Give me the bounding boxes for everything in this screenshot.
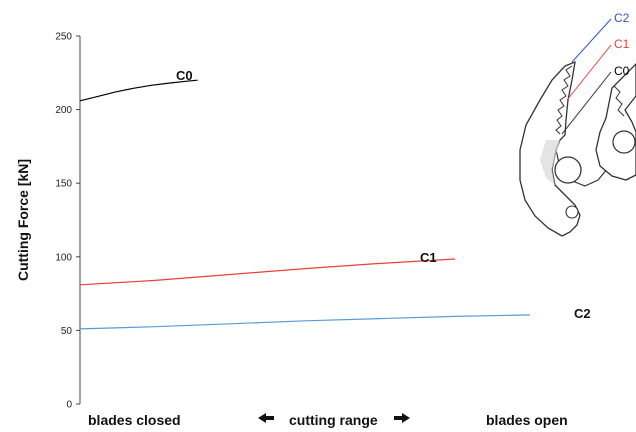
second-blade xyxy=(595,63,636,181)
leader-line-c1 xyxy=(566,44,612,101)
blade-serration xyxy=(555,65,573,135)
y-tick-label-200: 200 xyxy=(55,105,72,116)
pivot-hole xyxy=(554,156,582,184)
cutter-blade-diagram: C2 C1 C0 xyxy=(519,11,636,237)
y-axis-title: Cutting Force [kN] xyxy=(15,159,31,281)
series-label-c0: C0 xyxy=(176,68,193,83)
y-tick-label-150: 150 xyxy=(55,179,72,190)
leader-line-c2 xyxy=(571,18,612,63)
x-caption-blades-open: blades open xyxy=(486,412,568,428)
left-arrow-icon xyxy=(258,413,274,423)
series-label-c1: C1 xyxy=(420,250,437,265)
diagram-label-c1: C1 xyxy=(614,37,630,51)
x-caption-cutting-range: cutting range xyxy=(289,412,378,428)
x-caption-blades-closed: blades closed xyxy=(88,412,181,428)
diagram-label-c0: C0 xyxy=(614,64,630,78)
right-arrow-icon xyxy=(394,413,410,423)
blade-shading xyxy=(540,140,560,185)
y-tick-layer: 0 50 100 150 200 250 xyxy=(55,32,80,411)
series-line-c2 xyxy=(79,314,531,330)
series-layer xyxy=(79,79,531,330)
leader-line-c0 xyxy=(561,71,612,135)
series-label-c2: C2 xyxy=(574,306,591,321)
y-tick-label-50: 50 xyxy=(61,326,73,337)
series-line-c0 xyxy=(79,79,198,102)
second-blade-hole xyxy=(612,130,636,154)
second-blade-serration xyxy=(613,85,625,117)
diagram-label-c2: C2 xyxy=(614,11,630,25)
y-tick-label-250: 250 xyxy=(55,32,72,43)
small-hole xyxy=(565,205,579,219)
y-tick-label-0: 0 xyxy=(66,400,72,411)
series-line-c1 xyxy=(79,258,456,286)
y-tick-label-100: 100 xyxy=(55,252,72,263)
